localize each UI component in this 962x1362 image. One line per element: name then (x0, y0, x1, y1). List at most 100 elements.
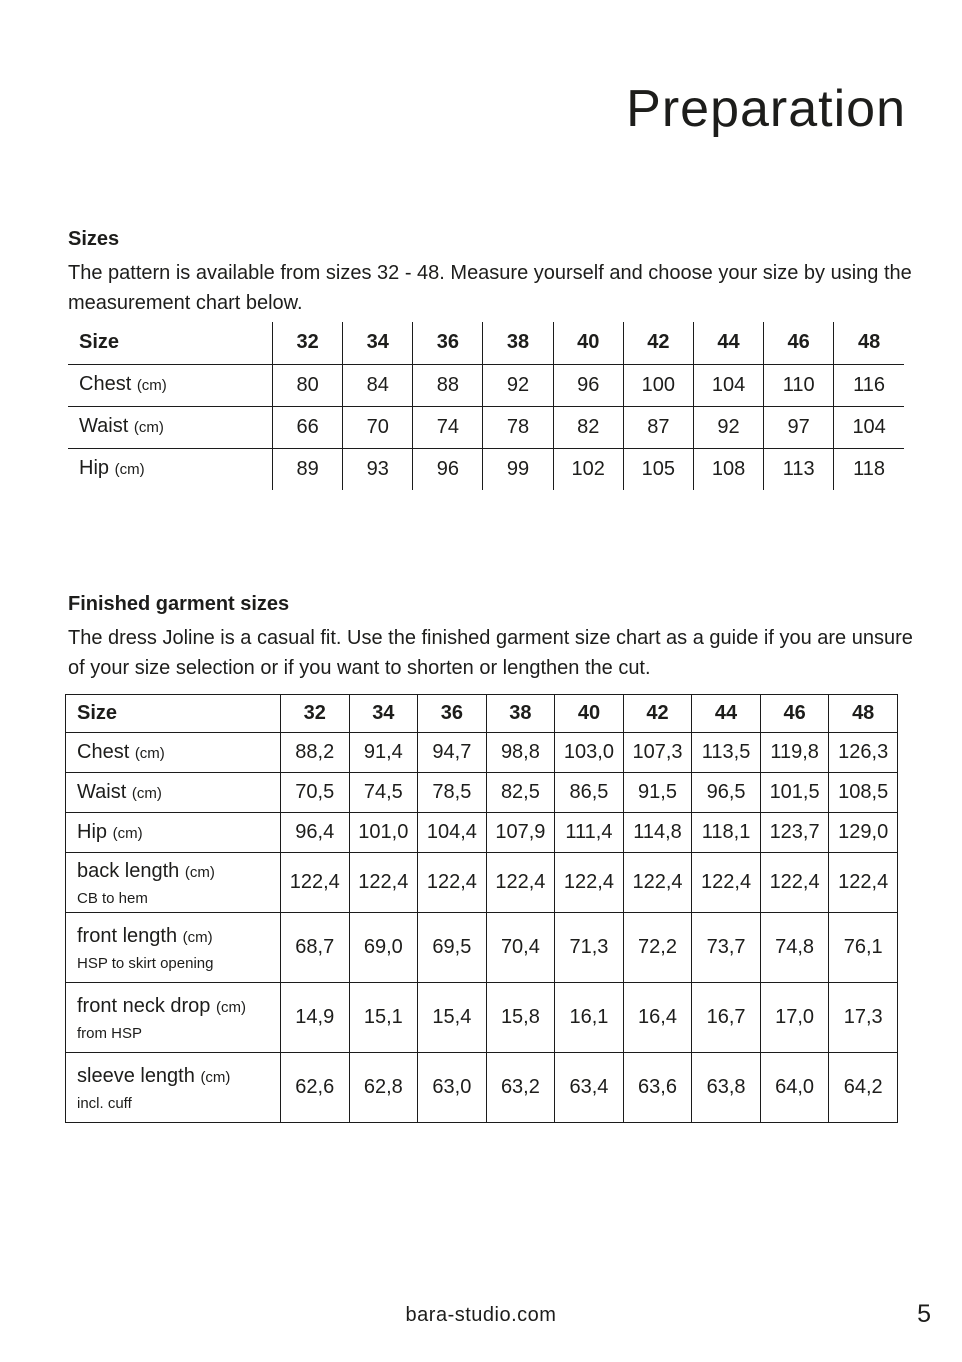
size-column-header: 36 (412, 321, 484, 365)
row-sublabel: HSP to skirt opening (77, 954, 214, 972)
row-label: Chest (77, 740, 130, 763)
finished-garment-body: The dress Joline is a casual fit. Use th… (68, 627, 913, 679)
value-cell: 69,5 (417, 912, 487, 983)
size-column-header: 44 (691, 694, 761, 733)
value-cell: 96,4 (280, 812, 350, 853)
sizes-section-heading: Sizes (68, 227, 120, 250)
row-label-line: Hip (cm) (79, 455, 271, 483)
value-cell: 88 (412, 363, 484, 407)
value-cell: 108,5 (828, 772, 898, 813)
value-cell: 84 (342, 363, 414, 407)
value-cell: 63,2 (485, 1052, 556, 1123)
row-label-cell: front neck drop (cm) from HSP (65, 982, 281, 1053)
value-cell: 76,1 (828, 912, 898, 983)
table-row: Hip (cm) 96,4 101,0 104,4 107,9 111,4 114,8 118… (65, 812, 898, 853)
value-cell: 107,3 (622, 732, 693, 773)
value-cell: 104 (833, 405, 905, 449)
value-cell: 71,3 (554, 912, 624, 983)
finished-garment-table: Size 32 34 36 38 40 42 44 46 48 Chest (cm) 88,2 91,4… (65, 694, 898, 1123)
row-label-line: front length (cm) (77, 923, 279, 951)
row-unit: (cm) (200, 1068, 231, 1086)
value-cell: 107,9 (485, 812, 556, 853)
value-cell: 70,5 (280, 772, 350, 813)
row-label-cell: front length (cm) HSP to skirt opening (65, 912, 281, 983)
row-unit: (cm) (134, 744, 165, 762)
value-cell: 113,5 (691, 732, 761, 773)
row-label-cell: back length (cm) CB to hem (65, 852, 281, 913)
size-column-header: 40 (554, 694, 624, 733)
row-label-line: Chest (cm) (77, 739, 279, 767)
value-cell: 123,7 (759, 812, 830, 853)
value-cell: 122,4 (828, 852, 898, 913)
value-cell: 110 (763, 363, 835, 407)
table-row: Chest (cm) 80 84 88 92 96 100 104 110 116 (67, 363, 905, 407)
table-row: front neck drop (cm) from HSP 14,9 15,1 15,4… (65, 982, 898, 1053)
value-cell: 122,4 (759, 852, 830, 913)
value-cell: 113 (763, 447, 835, 491)
value-cell: 16,1 (554, 982, 624, 1053)
value-cell: 122,4 (280, 852, 350, 913)
value-cell: 122,4 (554, 852, 624, 913)
size-column-header: 42 (622, 321, 694, 365)
value-cell: 94,7 (417, 732, 487, 773)
row-unit: (cm) (133, 419, 164, 436)
row-label-cell: Waist (cm) (65, 772, 281, 813)
size-header-label: Size (67, 321, 273, 365)
value-cell: 73,7 (691, 912, 761, 983)
value-cell: 17,3 (828, 982, 898, 1053)
row-sublabel: CB to hem (77, 889, 148, 907)
value-cell: 119,8 (759, 732, 830, 773)
row-unit: (cm) (136, 377, 167, 394)
table-row: Waist (cm) 66 70 74 78 82 87 92 97 104 (67, 405, 905, 449)
value-cell: 129,0 (828, 812, 898, 853)
value-cell: 15,8 (485, 982, 556, 1053)
row-label-line: back length (cm) (77, 858, 279, 886)
row-label-cell: sleeve length (cm) incl. cuff (65, 1052, 281, 1123)
size-header-label: Size (65, 694, 281, 733)
value-cell: 116 (833, 363, 905, 407)
value-cell: 63,0 (417, 1052, 487, 1123)
row-label: back length (77, 859, 180, 882)
value-cell: 64,0 (759, 1052, 830, 1123)
value-cell: 101,0 (348, 812, 419, 853)
row-label: Waist (79, 415, 129, 437)
row-label-line: sleeve length (cm) (77, 1063, 279, 1091)
value-cell: 104,4 (417, 812, 487, 853)
value-cell: 70 (342, 405, 414, 449)
row-label: Hip (77, 820, 108, 843)
value-cell: 96,5 (691, 772, 761, 813)
value-cell: 91,4 (348, 732, 419, 773)
row-label-line: front neck drop (cm) (77, 993, 279, 1021)
row-unit: (cm) (215, 998, 246, 1016)
size-column-header: 46 (759, 694, 830, 733)
value-cell: 15,1 (348, 982, 419, 1053)
table-row: front length (cm) HSP to skirt opening 68,… (65, 912, 898, 983)
row-label-cell: Chest (cm) (65, 732, 281, 773)
value-cell: 91,5 (622, 772, 693, 813)
value-cell: 16,4 (622, 982, 693, 1053)
value-cell: 98,8 (485, 732, 556, 773)
row-label-line: Waist (cm) (79, 413, 271, 441)
value-cell: 102 (552, 447, 624, 491)
row-label: Waist (77, 780, 127, 803)
value-cell: 62,6 (280, 1052, 350, 1123)
page-title: Preparation (626, 79, 906, 138)
table-row: back length (cm) CB to hem 122,4 122,4 122,4… (65, 852, 898, 913)
value-cell: 62,8 (348, 1052, 419, 1123)
row-label-line: Chest (cm) (79, 371, 271, 399)
value-cell: 72,2 (622, 912, 693, 983)
value-cell: 122,4 (348, 852, 419, 913)
size-column-header: 42 (622, 694, 693, 733)
row-unit: (cm) (112, 824, 143, 842)
row-sublabel: from HSP (77, 1024, 143, 1042)
size-column-header: 32 (280, 694, 350, 733)
value-cell: 122,4 (622, 852, 693, 913)
value-cell: 103,0 (554, 732, 624, 773)
row-label: Chest (79, 373, 132, 395)
value-cell: 74,8 (759, 912, 830, 983)
row-label-cell: Hip (cm) (67, 447, 273, 491)
value-cell: 14,9 (280, 982, 350, 1053)
row-label-cell: Waist (cm) (67, 405, 273, 449)
row-unit: (cm) (114, 461, 145, 479)
